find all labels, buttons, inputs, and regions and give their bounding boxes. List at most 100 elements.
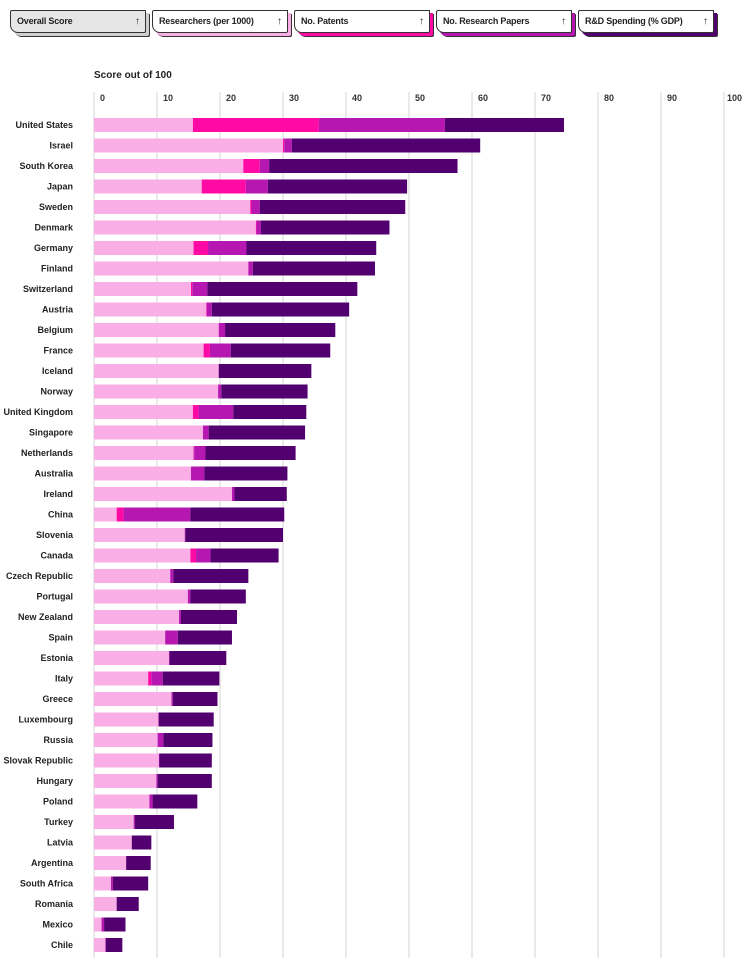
bar-segment[interactable] [94, 466, 192, 481]
bar-segment[interactable] [123, 507, 191, 522]
bar-segment[interactable] [267, 179, 408, 194]
bar-segment[interactable] [208, 425, 306, 440]
bar-segment[interactable] [94, 548, 191, 563]
bar-segment[interactable] [245, 179, 268, 194]
bar-segment[interactable] [190, 589, 246, 604]
bar-segment[interactable] [94, 282, 192, 296]
bar-segment[interactable] [94, 528, 185, 542]
bar-segment[interactable] [94, 138, 283, 153]
bar-segment[interactable] [218, 364, 312, 378]
bar-segment[interactable] [198, 405, 234, 419]
bar-segment[interactable] [250, 200, 252, 214]
bar-segment[interactable] [201, 179, 246, 194]
bar-segment[interactable] [94, 220, 256, 235]
bar-segment[interactable] [208, 241, 247, 255]
bar-segment[interactable] [94, 159, 244, 173]
bar-segment[interactable] [94, 610, 180, 624]
bar-segment[interactable] [105, 938, 123, 952]
bar-segment[interactable] [94, 241, 194, 255]
bar-segment[interactable] [94, 835, 132, 850]
bar-segment[interactable] [94, 692, 172, 706]
bar-segment[interactable] [196, 548, 211, 563]
bar-segment[interactable] [133, 815, 135, 829]
bar-segment[interactable] [221, 384, 308, 399]
bar-segment[interactable] [94, 733, 158, 747]
bar-segment[interactable] [158, 712, 214, 727]
bar-segment[interactable] [94, 343, 204, 358]
bar-segment[interactable] [177, 630, 232, 645]
bar-segment[interactable] [156, 774, 158, 788]
bar-segment[interactable] [259, 200, 406, 214]
bar-segment[interactable] [94, 794, 150, 809]
bar-segment[interactable] [94, 876, 112, 891]
bar-segment[interactable] [179, 610, 181, 624]
bar-segment[interactable] [171, 692, 173, 706]
bar-segment[interactable] [94, 118, 193, 132]
bar-segment[interactable] [94, 815, 134, 829]
bar-segment[interactable] [231, 487, 235, 501]
sort-research-papers-button[interactable]: No. Research Papers ↑ [436, 10, 572, 33]
bar-segment[interactable] [94, 856, 127, 870]
bar-segment[interactable] [159, 753, 212, 768]
bar-segment[interactable] [233, 405, 307, 419]
bar-segment[interactable] [111, 876, 113, 891]
bar-segment[interactable] [248, 261, 253, 276]
bar-segment[interactable] [94, 302, 207, 317]
bar-segment[interactable] [104, 917, 126, 932]
bar-segment[interactable] [260, 220, 390, 235]
bar-segment[interactable] [169, 651, 227, 665]
bar-segment[interactable] [192, 405, 199, 419]
bar-segment[interactable] [180, 610, 238, 624]
sort-researchers-button[interactable]: Researchers (per 1000) ↑ [152, 10, 288, 33]
bar-segment[interactable] [291, 138, 481, 153]
bar-segment[interactable] [234, 487, 287, 501]
sort-overall-score-button[interactable]: Overall Score ↑ [10, 10, 146, 33]
bar-segment[interactable] [251, 200, 260, 214]
bar-segment[interactable] [157, 733, 164, 747]
bar-segment[interactable] [191, 466, 205, 481]
bar-segment[interactable] [185, 528, 283, 542]
bar-segment[interactable] [126, 856, 151, 870]
bar-segment[interactable] [194, 446, 206, 460]
bar-segment[interactable] [269, 159, 458, 173]
bar-segment[interactable] [94, 630, 166, 645]
bar-segment[interactable] [105, 938, 106, 952]
bar-segment[interactable] [184, 528, 186, 542]
bar-segment[interactable] [218, 384, 222, 399]
bar-segment[interactable] [152, 794, 198, 809]
bar-segment[interactable] [116, 507, 124, 522]
bar-segment[interactable] [94, 405, 193, 419]
bar-segment[interactable] [190, 548, 197, 563]
bar-segment[interactable] [94, 774, 157, 788]
bar-segment[interactable] [211, 302, 350, 317]
bar-segment[interactable] [168, 651, 170, 665]
bar-segment[interactable] [158, 753, 160, 768]
bar-segment[interactable] [94, 651, 169, 665]
bar-segment[interactable] [94, 323, 219, 337]
bar-segment[interactable] [225, 323, 336, 337]
bar-segment[interactable] [131, 835, 152, 850]
bar-segment[interactable] [94, 446, 194, 460]
bar-segment[interactable] [192, 118, 319, 132]
bar-segment[interactable] [149, 794, 153, 809]
bar-segment[interactable] [163, 733, 213, 747]
bar-segment[interactable] [170, 569, 174, 583]
bar-segment[interactable] [252, 261, 375, 276]
bar-segment[interactable] [259, 159, 270, 173]
bar-segment[interactable] [243, 159, 260, 173]
bar-segment[interactable] [205, 446, 296, 460]
bar-segment[interactable] [246, 241, 377, 255]
bar-segment[interactable] [116, 897, 139, 911]
bar-segment[interactable] [202, 425, 209, 440]
bar-segment[interactable] [209, 343, 231, 358]
bar-segment[interactable] [94, 671, 149, 686]
bar-segment[interactable] [230, 343, 331, 358]
bar-segment[interactable] [203, 343, 210, 358]
bar-segment[interactable] [318, 118, 445, 132]
sort-patents-button[interactable]: No. Patents ↑ [294, 10, 430, 33]
bar-segment[interactable] [94, 364, 219, 378]
bar-segment[interactable] [172, 692, 218, 706]
bar-segment[interactable] [206, 302, 207, 317]
bar-segment[interactable] [255, 220, 257, 235]
bar-segment[interactable] [284, 138, 292, 153]
